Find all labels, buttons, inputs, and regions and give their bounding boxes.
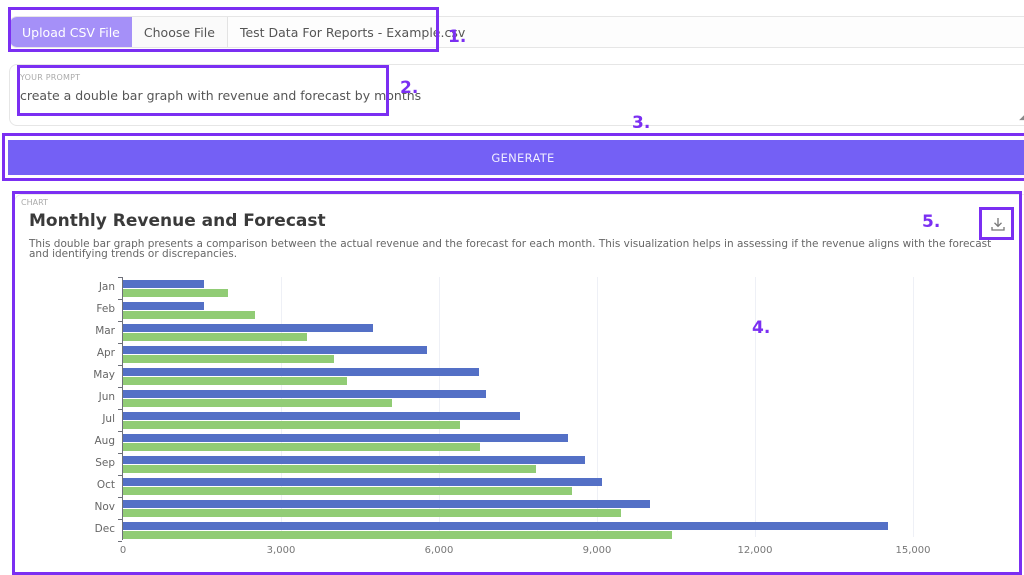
annotation-label-1: 1. bbox=[448, 27, 467, 47]
y-axis-tick bbox=[118, 475, 122, 476]
file-upload-row: Upload CSV File Choose File Test Data Fo… bbox=[9, 16, 1024, 48]
download-icon bbox=[991, 218, 1005, 231]
y-axis-category-label: Mar bbox=[95, 325, 115, 337]
y-axis-tick bbox=[118, 497, 122, 498]
y-axis-category-label: Dec bbox=[94, 523, 115, 535]
forecast-bar[interactable] bbox=[123, 531, 672, 539]
forecast-bar[interactable] bbox=[123, 399, 392, 407]
y-axis-tick bbox=[118, 365, 122, 366]
y-axis-tick bbox=[118, 321, 122, 322]
revenue-bar[interactable] bbox=[123, 522, 888, 530]
revenue-bar[interactable] bbox=[123, 390, 487, 398]
annotation-label-2: 2. bbox=[400, 78, 419, 98]
revenue-bar[interactable] bbox=[123, 434, 569, 442]
download-chart-button[interactable] bbox=[987, 213, 1009, 235]
selected-file-name: Test Data For Reports - Example.csv bbox=[239, 24, 466, 40]
y-axis-tick bbox=[118, 541, 122, 542]
gridline bbox=[913, 277, 914, 537]
y-axis-category-label: Jul bbox=[102, 413, 115, 425]
revenue-bar[interactable] bbox=[123, 456, 586, 464]
x-axis-tick-label: 9,000 bbox=[582, 545, 612, 556]
revenue-bar[interactable] bbox=[123, 324, 374, 332]
forecast-bar[interactable] bbox=[123, 289, 229, 297]
chart-description: This double bar graph presents a compari… bbox=[29, 238, 992, 260]
revenue-bar[interactable] bbox=[123, 302, 205, 310]
annotation-label-4: 4. bbox=[752, 318, 771, 338]
y-axis-tick bbox=[118, 387, 122, 388]
chart-card: CHART Monthly Revenue and Forecast This … bbox=[14, 194, 1024, 575]
revenue-bar[interactable] bbox=[123, 412, 520, 420]
y-axis-category-label: May bbox=[93, 369, 115, 381]
y-axis-tick bbox=[118, 453, 122, 454]
gridline bbox=[597, 277, 598, 537]
y-axis-category-label: Apr bbox=[96, 347, 115, 359]
x-axis-tick-label: 6,000 bbox=[424, 545, 454, 556]
forecast-bar[interactable] bbox=[123, 465, 537, 473]
forecast-bar[interactable] bbox=[123, 509, 622, 517]
revenue-bar[interactable] bbox=[123, 368, 479, 376]
y-axis-tick bbox=[118, 519, 122, 520]
y-axis-category-label: Feb bbox=[96, 303, 115, 315]
forecast-bar[interactable] bbox=[123, 355, 334, 363]
y-axis-category-label: Nov bbox=[94, 501, 116, 513]
forecast-bar[interactable] bbox=[123, 311, 255, 319]
y-axis-tick bbox=[118, 409, 122, 410]
chart-section-label: CHART bbox=[21, 198, 48, 207]
x-axis-tick-label: 12,000 bbox=[737, 545, 773, 556]
upload-csv-label: Upload CSV File bbox=[10, 17, 132, 47]
forecast-bar[interactable] bbox=[123, 377, 347, 385]
y-axis-category-label: Sep bbox=[95, 457, 115, 469]
bar-chart-plot: 0 3,000 6,000 9,000 12,000 15,000 Jan Feb Mar Apr… bbox=[15, 195, 1024, 575]
y-axis-category-label: Jan bbox=[98, 281, 115, 293]
prompt-textarea[interactable]: YOUR PROMPT create a double bar graph wi… bbox=[9, 64, 1024, 126]
generate-button[interactable]: GENERATE bbox=[8, 140, 1024, 175]
forecast-bar[interactable] bbox=[123, 333, 308, 341]
forecast-bar[interactable] bbox=[123, 487, 573, 495]
revenue-bar[interactable] bbox=[123, 280, 205, 288]
x-axis-tick-label: 3,000 bbox=[266, 545, 296, 556]
y-axis-tick bbox=[118, 299, 122, 300]
revenue-bar[interactable] bbox=[123, 478, 603, 486]
chart-title: Monthly Revenue and Forecast bbox=[29, 211, 326, 231]
x-axis-tick-label: 0 bbox=[119, 545, 127, 556]
revenue-bar[interactable] bbox=[123, 346, 428, 354]
gridline bbox=[439, 277, 440, 537]
annotation-label-3: 3. bbox=[632, 113, 651, 133]
resize-handle-icon[interactable]: ◢ bbox=[1019, 112, 1024, 122]
gridline bbox=[281, 277, 282, 537]
y-axis-category-label: Jun bbox=[98, 391, 115, 403]
forecast-bar[interactable] bbox=[123, 443, 481, 451]
y-axis-tick bbox=[118, 343, 122, 344]
forecast-bar[interactable] bbox=[123, 421, 461, 429]
choose-file-button[interactable]: Choose File bbox=[131, 17, 228, 47]
x-axis-tick-label: 15,000 bbox=[895, 545, 931, 556]
y-axis-category-label: Aug bbox=[94, 435, 115, 447]
y-axis-category-label: Oct bbox=[96, 479, 115, 491]
prompt-value[interactable]: create a double bar graph with revenue a… bbox=[20, 88, 422, 103]
y-axis-tick bbox=[118, 277, 122, 278]
revenue-bar[interactable] bbox=[123, 500, 650, 508]
y-axis-line bbox=[122, 277, 123, 540]
gridline bbox=[755, 277, 756, 537]
prompt-label: YOUR PROMPT bbox=[20, 73, 81, 82]
y-axis-tick bbox=[118, 431, 122, 432]
annotation-label-5: 5. bbox=[922, 212, 941, 232]
